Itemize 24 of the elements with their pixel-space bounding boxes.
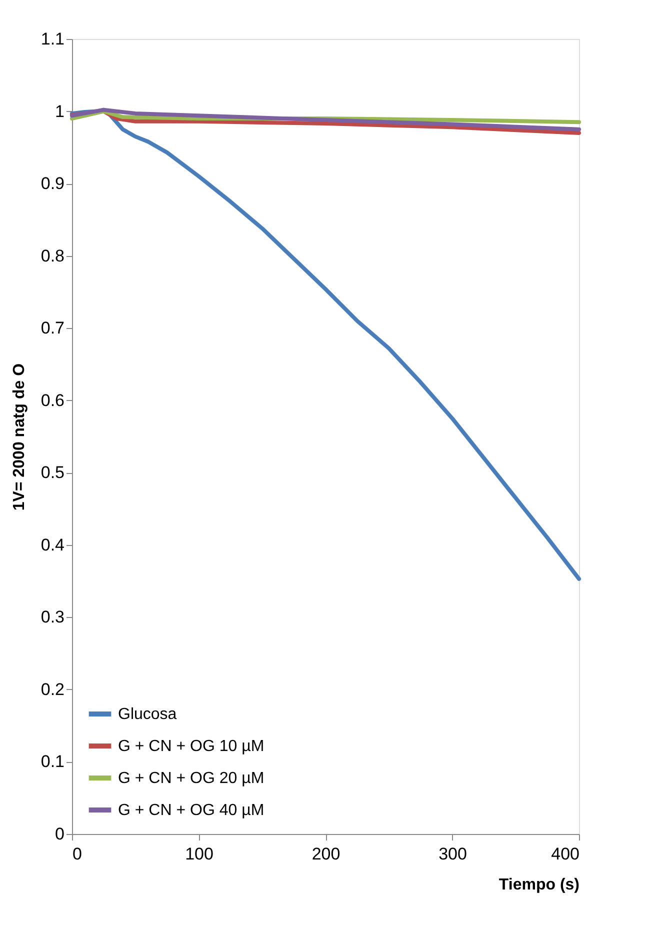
x-tick-label: 300 (438, 844, 467, 864)
y-tick-label: 0.7 (40, 318, 64, 338)
y-tick-label: 1.1 (40, 30, 64, 48)
y-tick-label: 0.4 (40, 535, 64, 554)
x-tick-label: 0 (72, 844, 82, 864)
y-tick-label: 0.3 (40, 608, 64, 627)
y-axis-title: 1V= 2000 natg de O (10, 363, 28, 511)
x-axis-title: Tiempo (s) (498, 876, 580, 894)
line-series (70, 108, 581, 581)
x-tick-label: 100 (185, 844, 214, 864)
legend-label: G + CN + OG 20 µM (118, 770, 264, 787)
legend-label: G + CN + OG 40 µM (118, 802, 264, 819)
legend-label: Glucosa (118, 706, 177, 723)
x-tick-label: 400 (551, 844, 580, 864)
legend-label: G + CN + OG 10 µM (118, 738, 264, 755)
y-tick-label: 0.1 (40, 752, 64, 772)
x-tick-label: 200 (312, 844, 340, 864)
y-tick-label: 0.2 (40, 680, 64, 699)
y-tick-label: 1 (55, 102, 64, 121)
y-tick-label: 0.8 (40, 246, 64, 266)
y-tick-label: 0.9 (40, 174, 64, 194)
y-tick-label: 0.6 (40, 390, 64, 410)
y-tick-label: 0.5 (40, 463, 64, 482)
y-tick-label: 0 (55, 824, 64, 844)
